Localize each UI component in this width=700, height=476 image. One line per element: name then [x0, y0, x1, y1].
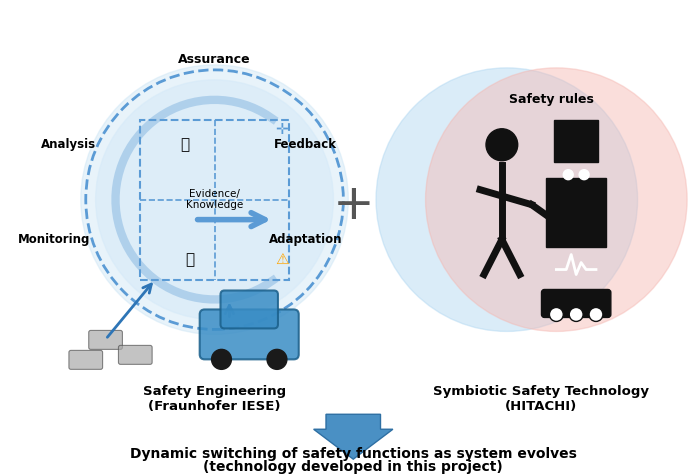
Text: Monitoring: Monitoring [18, 233, 91, 246]
FancyBboxPatch shape [220, 290, 278, 328]
Circle shape [96, 80, 333, 319]
FancyBboxPatch shape [542, 289, 611, 317]
FancyArrow shape [314, 414, 393, 459]
Circle shape [569, 307, 583, 321]
Circle shape [267, 349, 287, 369]
Text: 🔍: 🔍 [186, 252, 195, 267]
FancyBboxPatch shape [199, 309, 299, 359]
Text: Symbiotic Safety Technology
(HITACHI): Symbiotic Safety Technology (HITACHI) [433, 385, 650, 413]
FancyBboxPatch shape [547, 178, 606, 247]
Text: Dynamic switching of safety functions as system evolves: Dynamic switching of safety functions as… [130, 447, 577, 461]
Circle shape [211, 349, 232, 369]
FancyBboxPatch shape [89, 330, 122, 349]
Circle shape [80, 65, 349, 335]
Circle shape [486, 129, 518, 161]
FancyBboxPatch shape [554, 120, 598, 162]
Ellipse shape [376, 68, 638, 331]
Text: Safety Engineering
(Fraunhofer IESE): Safety Engineering (Fraunhofer IESE) [143, 385, 286, 413]
Circle shape [579, 170, 589, 179]
Text: Safety rules: Safety rules [509, 93, 594, 106]
Text: Evidence/
Knowledge: Evidence/ Knowledge [186, 189, 243, 210]
Text: ✛: ✛ [276, 122, 288, 137]
Text: Adaptation: Adaptation [269, 233, 342, 246]
Circle shape [572, 139, 580, 147]
Circle shape [564, 170, 573, 179]
Ellipse shape [426, 68, 687, 331]
Circle shape [550, 307, 564, 321]
Text: +: + [332, 180, 374, 228]
FancyBboxPatch shape [69, 350, 103, 369]
Text: 👁: 👁 [181, 137, 190, 152]
Text: (technology developed in this project): (technology developed in this project) [204, 460, 503, 474]
FancyBboxPatch shape [118, 346, 152, 364]
Text: Analysis: Analysis [41, 138, 96, 151]
Text: Feedback: Feedback [274, 138, 337, 151]
Circle shape [589, 307, 603, 321]
Text: ⚠: ⚠ [275, 252, 288, 267]
Text: Assurance: Assurance [178, 53, 251, 66]
